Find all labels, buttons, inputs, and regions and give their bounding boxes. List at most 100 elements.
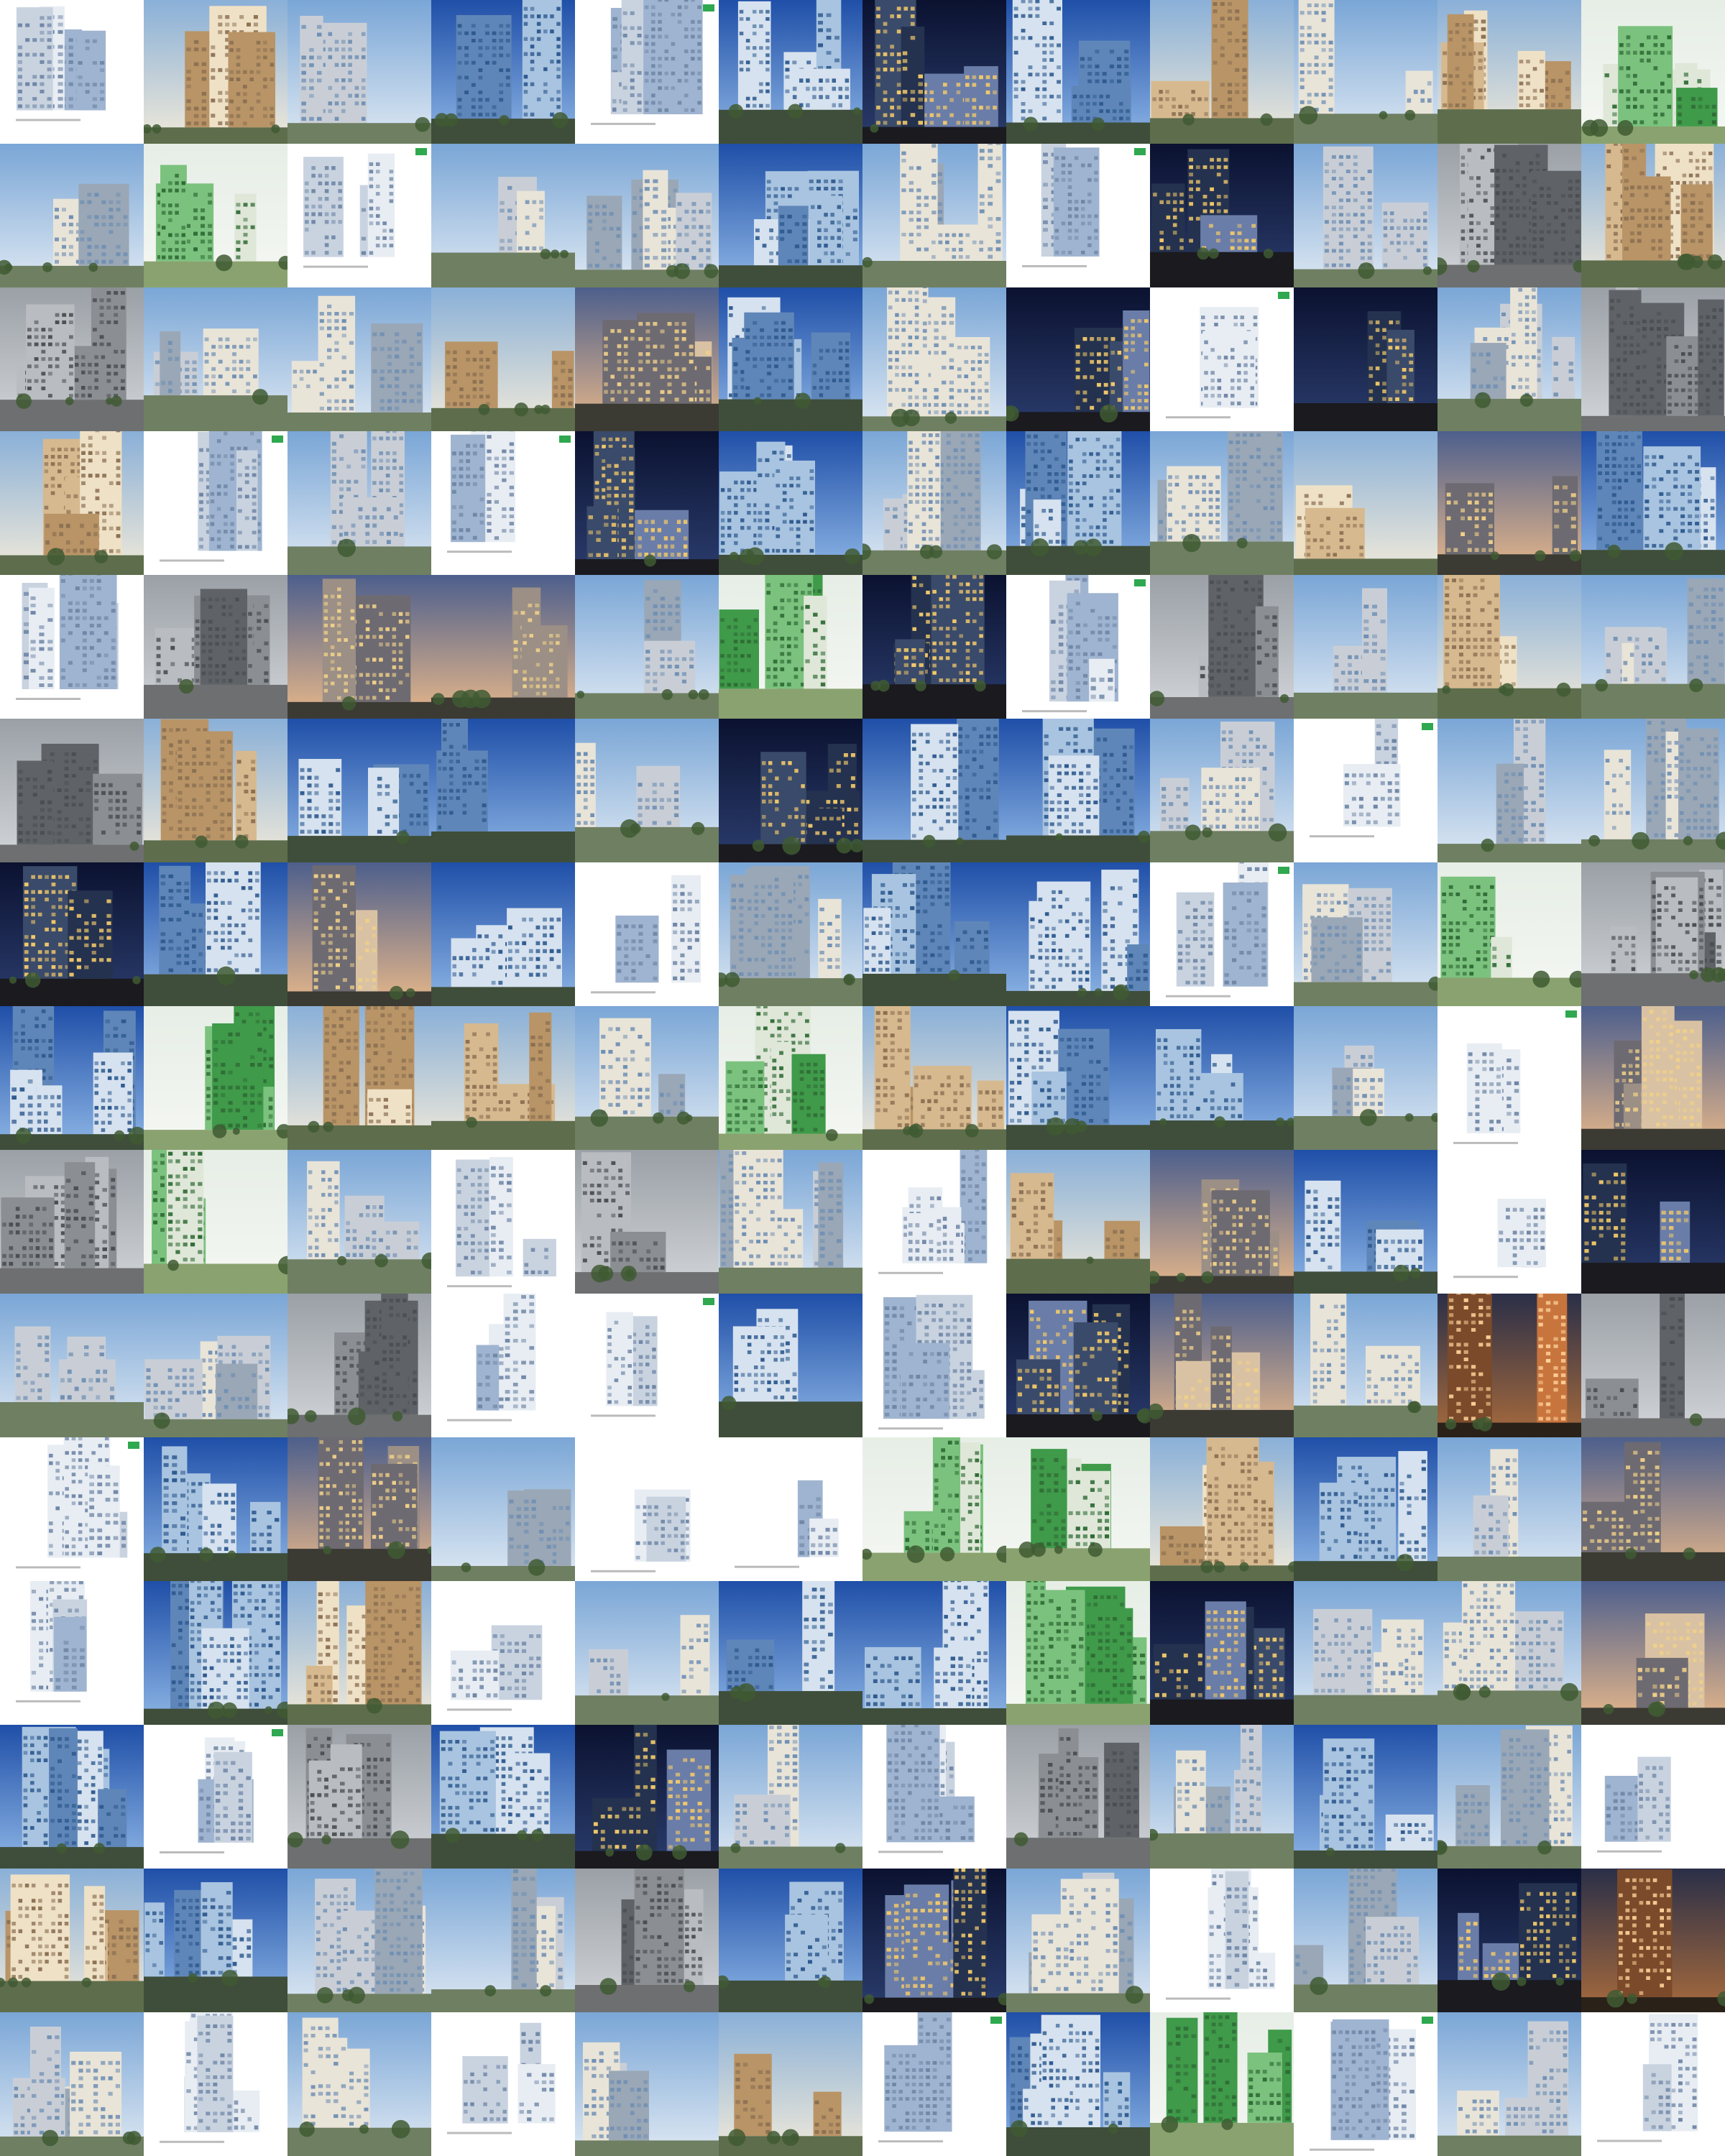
building-shape <box>1031 1449 1067 1549</box>
thumbnail-tile <box>1581 1869 1725 2012</box>
building-shape <box>464 1023 499 1121</box>
thumbnail-tile <box>0 287 144 431</box>
building-rendering <box>862 1725 1006 1869</box>
thumbnail-tile <box>719 1581 862 1725</box>
building-rendering <box>1581 1581 1725 1725</box>
building-shape <box>1610 926 1637 974</box>
thumbnail-tile <box>288 862 431 1006</box>
thumbnail-tile <box>1006 287 1150 431</box>
building-rendering <box>1150 144 1294 287</box>
building-rendering <box>431 575 575 719</box>
thumbnail-tile <box>1581 719 1725 862</box>
thumbnail-tile <box>431 144 575 287</box>
building-shape <box>1089 1608 1133 1704</box>
thumbnail-tile <box>1438 431 1581 575</box>
building-rendering <box>1006 1437 1150 1581</box>
building-rendering <box>0 1294 144 1437</box>
building-shape <box>903 1884 949 1998</box>
building-rendering <box>862 1869 1006 2012</box>
building-rendering <box>1294 1150 1438 1294</box>
thumbnail-tile <box>719 1006 862 1150</box>
thumbnail-tile <box>1150 1869 1294 2012</box>
building-shape <box>98 1789 127 1848</box>
building-shape <box>1156 1029 1202 1121</box>
building-rendering <box>1581 1725 1725 1869</box>
thumbnail-tile <box>575 862 719 1006</box>
building-rendering <box>575 144 719 287</box>
building-shape <box>1305 507 1365 559</box>
building-rendering <box>1438 431 1581 575</box>
thumbnail-tile <box>1150 287 1294 431</box>
thumbnail-tile <box>0 431 144 575</box>
building-rendering <box>288 1869 431 2012</box>
building-rendering <box>431 1437 575 1581</box>
building-rendering <box>144 719 288 862</box>
building-shape <box>16 7 53 111</box>
building-shape <box>312 865 356 992</box>
building-rendering <box>144 1581 288 1725</box>
thumbnail-tile <box>288 144 431 287</box>
thumbnail-tile <box>1294 1869 1438 2012</box>
building-rendering <box>575 1581 719 1725</box>
thumbnail-tile <box>1150 0 1294 144</box>
thumbnail-tile <box>719 575 862 719</box>
thumbnail-tile <box>862 1006 1006 1150</box>
building-rendering <box>144 0 288 144</box>
building-rendering <box>1006 1006 1150 1150</box>
building-shape <box>1305 1180 1341 1272</box>
building-shape <box>1210 1326 1232 1410</box>
thumbnail-tile <box>0 1294 144 1437</box>
thumbnail-tile <box>144 431 288 575</box>
thumbnail-tile <box>575 1869 719 2012</box>
thumbnail-tile <box>1438 2012 1581 2156</box>
building-shape <box>303 157 344 257</box>
thumbnail-tile <box>1581 1725 1725 1869</box>
building-rendering <box>0 144 144 287</box>
thumbnail-tile <box>1581 0 1725 144</box>
building-shape <box>1031 1914 1070 1994</box>
building-rendering <box>1438 1725 1581 1869</box>
building-shape <box>1552 336 1576 399</box>
building-shape <box>1583 1164 1627 1263</box>
building-shape <box>370 1221 420 1260</box>
building-rendering <box>144 1869 288 2012</box>
thumbnail-tile <box>431 1869 575 2012</box>
building-rendering <box>431 1581 575 1725</box>
building-rendering <box>1294 1006 1438 1150</box>
thumbnail-tile <box>719 431 862 575</box>
building-shape <box>1073 1322 1118 1414</box>
building-rendering <box>431 1294 575 1437</box>
building-shape <box>367 153 395 257</box>
thumbnail-tile <box>144 1006 288 1150</box>
building-rendering <box>1294 1294 1438 1437</box>
building-rendering <box>1438 0 1581 144</box>
building-rendering <box>862 287 1006 431</box>
building-shape <box>813 2091 842 2137</box>
building-rendering <box>575 287 719 431</box>
thumbnail-tile <box>1006 1006 1150 1150</box>
thumbnail-tile <box>862 431 1006 575</box>
building-shape <box>1033 499 1062 546</box>
thumbnail-tile <box>862 1437 1006 1581</box>
thumbnail-tile <box>431 719 575 862</box>
building-shape <box>445 341 498 408</box>
thumbnail-tile <box>1581 287 1725 431</box>
thumbnail-tile <box>144 2012 288 2156</box>
building-shape <box>1447 14 1474 110</box>
thumbnail-tile <box>575 719 719 862</box>
building-rendering <box>1581 1869 1725 2012</box>
building-rendering <box>288 719 431 862</box>
building-rendering <box>1581 575 1725 719</box>
building-rendering <box>1581 2012 1725 2156</box>
building-shape <box>1200 215 1258 252</box>
building-rendering <box>719 1294 862 1437</box>
building-rendering <box>1150 1437 1294 1581</box>
building-rendering <box>1006 0 1150 144</box>
building-rendering <box>1006 575 1150 719</box>
building-shape <box>936 1796 975 1843</box>
building-rendering <box>1150 1294 1294 1437</box>
thumbnail-tile <box>144 1869 288 2012</box>
building-rendering <box>575 1294 719 1437</box>
building-shape <box>637 313 695 404</box>
